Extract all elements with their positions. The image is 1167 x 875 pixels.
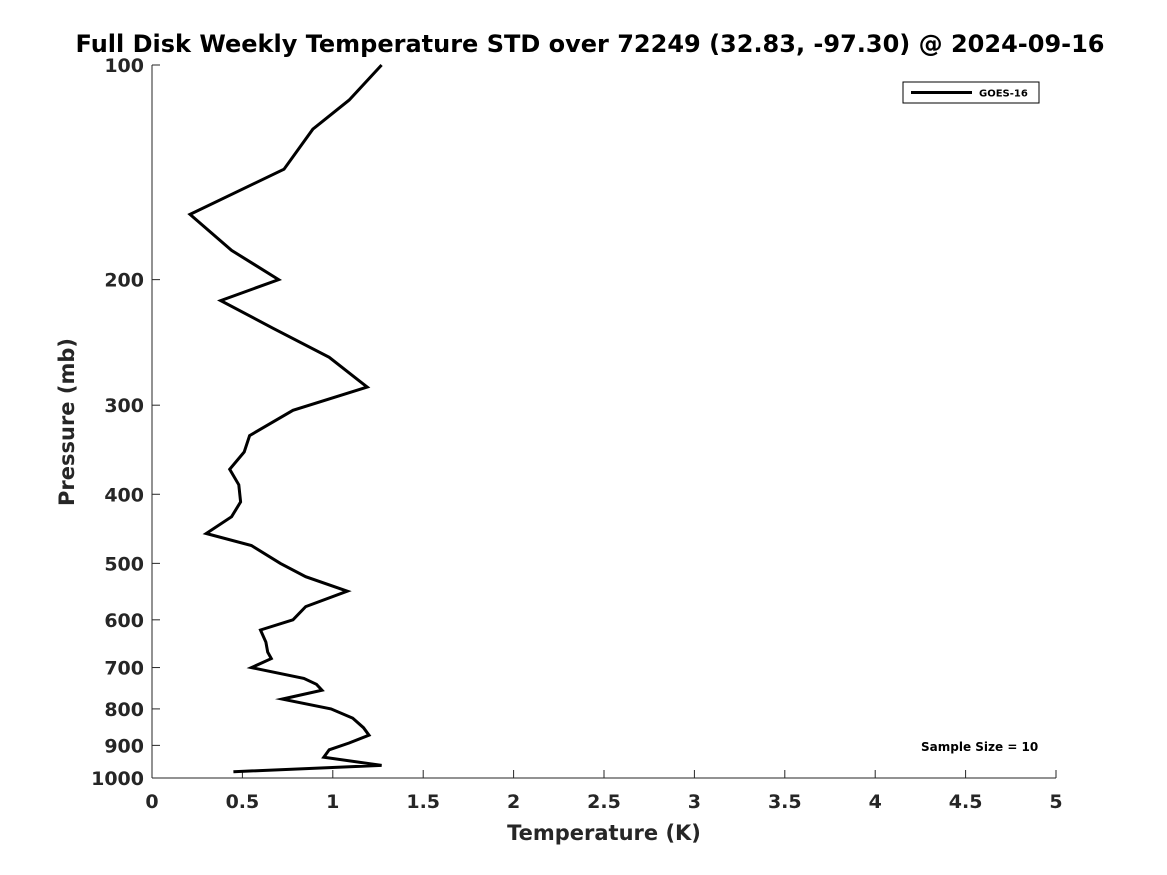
y-tick-label: 300 xyxy=(104,395,144,417)
y-tick-label: 1000 xyxy=(91,768,144,790)
x-tick-label: 1.5 xyxy=(406,791,440,813)
x-axis-ticks: 0 0.5 1 1.5 2 2.5 3 3.5 4 4.5 5 xyxy=(145,770,1063,813)
series-layer xyxy=(187,63,383,774)
y-axis-label: Pressure (mb) xyxy=(55,338,79,506)
y-tick-label: 700 xyxy=(104,658,144,680)
y-tick-label: 900 xyxy=(104,735,144,757)
y-tick-label: 400 xyxy=(104,484,144,506)
x-tick-label: 4.5 xyxy=(949,791,983,813)
x-axis-label: Temperature (K) xyxy=(507,821,701,845)
y-tick-label: 200 xyxy=(104,270,144,292)
series-line-goes-16 xyxy=(187,63,383,774)
sample-size-annotation: Sample Size = 10 xyxy=(921,740,1038,754)
x-tick-label: 4 xyxy=(869,791,882,813)
x-tick-label: 2 xyxy=(507,791,520,813)
x-tick-label: 0 xyxy=(145,791,158,813)
y-axis-ticks: 100 200 300 400 500 600 700 800 900 1000 xyxy=(91,55,160,790)
x-tick-label: 2.5 xyxy=(587,791,621,813)
legend: GOES-16 xyxy=(902,81,1040,104)
chart-title: Full Disk Weekly Temperature STD over 72… xyxy=(76,30,1105,58)
y-tick-label: 600 xyxy=(104,610,144,632)
x-tick-label: 0.5 xyxy=(226,791,260,813)
x-tick-label: 3.5 xyxy=(768,791,802,813)
y-tick-label: 800 xyxy=(104,699,144,721)
legend-label-goes-16: GOES-16 xyxy=(979,89,1028,100)
x-tick-label: 3 xyxy=(688,791,701,813)
y-tick-label: 500 xyxy=(104,553,144,575)
x-tick-label: 5 xyxy=(1049,791,1062,813)
axes xyxy=(151,65,1056,779)
x-tick-label: 1 xyxy=(326,791,339,813)
y-tick-label: 100 xyxy=(104,55,144,77)
